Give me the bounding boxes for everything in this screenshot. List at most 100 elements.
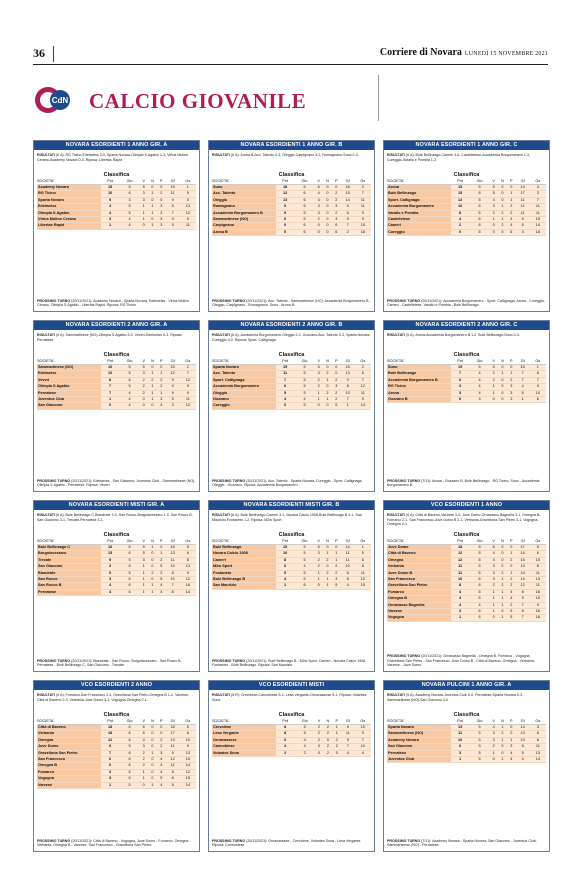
stat-cell: 9 bbox=[100, 197, 120, 205]
stat-cell: 3 bbox=[332, 203, 341, 211]
stat-cell: 1 bbox=[139, 570, 148, 578]
stat-cell: 6 bbox=[119, 775, 140, 783]
column-header: Gio bbox=[469, 539, 490, 545]
team-name: Pernatese bbox=[37, 390, 101, 398]
page-number: 36 bbox=[33, 46, 45, 60]
stat-cell: 6 bbox=[119, 589, 140, 597]
table-row: San Francesco 6 6 2 0 4 12 15 bbox=[37, 756, 196, 764]
stat-cell: 1 bbox=[314, 576, 323, 584]
stat-cell: 14 bbox=[340, 544, 355, 552]
stat-cell: 15 bbox=[165, 184, 180, 192]
table-row: San Maurizio 1 6 0 1 5 4 15 bbox=[212, 582, 371, 590]
box-title: VCO ESORDIENTI 1 ANNO bbox=[384, 501, 549, 510]
stat-cell: 3 bbox=[100, 216, 120, 224]
stat-cell: 1 bbox=[497, 203, 508, 211]
results-content: (6 A): Arona B-Acc. Talento 0-3, Oleggio… bbox=[230, 153, 359, 157]
table-row: Vogogna 3 6 1 0 5 8 15 bbox=[37, 775, 196, 783]
team-name: Cameri bbox=[212, 557, 276, 565]
stat-cell: 1 bbox=[147, 390, 158, 398]
team-name: Juve Domo bbox=[387, 544, 451, 552]
table-row: Verbania 11 5 3 2 0 13 6 bbox=[387, 563, 546, 571]
stat-cell: 11 bbox=[165, 557, 180, 565]
results-label: RISULTATI bbox=[37, 153, 55, 157]
table-row: Ornavassese 6 4 2 0 2 9 7 bbox=[212, 737, 371, 745]
stat-cell: 11 bbox=[515, 197, 530, 205]
stat-cell: 9 bbox=[179, 383, 196, 391]
column-header: SOCIETA' bbox=[212, 539, 276, 545]
stat-cell: 2 bbox=[322, 390, 333, 398]
column-header: Gf bbox=[340, 539, 355, 545]
results-label: RISULTATI bbox=[212, 153, 230, 157]
stat-cell: 7 bbox=[165, 582, 180, 590]
stat-cell: 18 bbox=[275, 184, 295, 192]
stat-cell: 0 bbox=[147, 184, 158, 192]
next-round-label: PROSSIMO TURNO bbox=[387, 298, 421, 303]
stat-cell: 0 bbox=[147, 402, 158, 410]
team-name: Sammartinese (NO) bbox=[212, 216, 276, 224]
table-row: Oleggio 5 5 1 2 2 10 11 bbox=[212, 390, 371, 398]
table-row: Bulè Bellinzago 7 4 2 1 1 7 6 bbox=[387, 370, 546, 378]
stat-cell: 9 bbox=[179, 190, 196, 198]
table-row: Juve Domo B 11 6 3 2 1 14 11 bbox=[387, 570, 546, 578]
stat-cell: 9 bbox=[165, 390, 180, 398]
stat-cell: 10 bbox=[275, 550, 295, 558]
stat-cell: 1 bbox=[497, 595, 508, 603]
stat-cell: 4 bbox=[157, 582, 166, 590]
column-header: Gf bbox=[165, 719, 180, 725]
team-name: San Giacomo bbox=[37, 563, 101, 571]
stat-cell: 4 bbox=[469, 390, 490, 398]
stat-cell: 2 bbox=[354, 184, 371, 192]
stat-cell: 4 bbox=[489, 550, 498, 558]
stat-cell: 2 bbox=[139, 383, 148, 391]
stat-cell: 12 bbox=[179, 210, 196, 218]
stat-cell: 8 bbox=[275, 557, 295, 565]
stat-cell: 11 bbox=[275, 370, 295, 378]
stat-cell: 6 bbox=[294, 184, 315, 192]
stat-cell: 16 bbox=[100, 364, 120, 372]
table-row: Città di Baveno 18 6 6 0 0 18 5 bbox=[37, 724, 196, 732]
column-header: Gio bbox=[469, 359, 490, 365]
stat-cell: 6 bbox=[469, 222, 490, 230]
table-row: Fontaneto 5 5 1 2 2 8 11 bbox=[212, 570, 371, 578]
team-name: Varzese bbox=[387, 608, 451, 616]
column-header: Gs bbox=[179, 179, 196, 185]
stat-cell: 6 bbox=[294, 229, 315, 237]
column-header: Gs bbox=[179, 539, 196, 545]
stat-cell: 2 bbox=[314, 563, 323, 571]
stat-cell: 4 bbox=[507, 589, 516, 597]
stat-cell: 0 bbox=[507, 563, 516, 571]
stat-cell: 5 bbox=[469, 724, 490, 732]
stat-cell: 0 bbox=[497, 197, 508, 205]
table-row: Sammartinese (NO) 16 5 5 0 0 15 2 bbox=[37, 364, 196, 372]
table-row: San Rocco B 4 6 1 1 4 7 16 bbox=[37, 582, 196, 590]
stat-cell: 6 bbox=[469, 582, 490, 590]
stat-cell: 5 bbox=[179, 724, 196, 732]
team-name: Novara Calcio 1908 bbox=[212, 550, 276, 558]
stat-cell: 4 bbox=[341, 750, 355, 758]
results-content: (6 A): Città di Baveno-Varzese 3-0, Juve… bbox=[387, 513, 541, 527]
stat-cell: 13 bbox=[450, 724, 470, 732]
team-name: Libertas Rapid bbox=[37, 222, 101, 230]
team-name: Accademia Borgomanero B bbox=[212, 210, 276, 218]
stat-cell: 4 bbox=[119, 402, 140, 410]
next-round-content: (20/11/2021): Biandrate - San Rocco, Bor… bbox=[37, 658, 182, 668]
stat-cell: 0 bbox=[147, 216, 158, 224]
next-round-text: PROSSIMO TURNO (20/11/2021): Città di Ba… bbox=[37, 839, 196, 848]
stat-cell: 7 bbox=[529, 197, 546, 205]
stat-cell: 11 bbox=[529, 210, 546, 218]
stat-cell: 5 bbox=[294, 724, 315, 732]
column-header: P bbox=[332, 179, 341, 185]
column-header: Gs bbox=[529, 539, 546, 545]
stat-cell: 4 bbox=[515, 229, 530, 237]
stat-cell: 5 bbox=[515, 750, 530, 758]
stat-cell: 5 bbox=[332, 582, 341, 590]
stat-cell: 1 bbox=[507, 550, 516, 558]
stat-cell: 0 bbox=[497, 608, 508, 616]
stat-cell: 0 bbox=[497, 377, 508, 385]
stat-cell: 3 bbox=[489, 563, 498, 571]
stat-cell: 3 bbox=[314, 203, 323, 211]
column-header: SOCIETA' bbox=[37, 179, 101, 185]
stat-cell: 0 bbox=[157, 730, 166, 738]
team-name: Varzese bbox=[37, 782, 101, 790]
stat-cell: 2 bbox=[489, 582, 498, 590]
